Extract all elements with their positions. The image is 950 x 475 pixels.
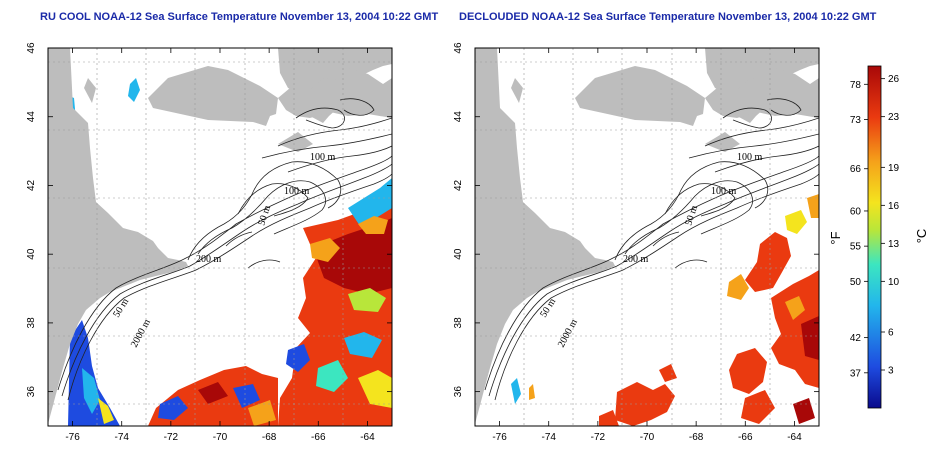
lat-tick-label: 44 xyxy=(26,111,37,123)
lon-tick-label: -76 xyxy=(492,432,507,443)
lon-tick-label: -70 xyxy=(213,432,228,443)
left-contour-label: 100 m xyxy=(284,186,310,197)
lon-tick-label: -74 xyxy=(541,432,556,443)
colorbar: 26 23 19 16 13 10 6 3 78 73 66 60 55 50 42 37 °F °C xyxy=(828,65,929,409)
lon-tick-label: -64 xyxy=(360,432,375,443)
celsius-tick-label: 10 xyxy=(888,277,900,288)
lon-tick-label: -64 xyxy=(787,432,802,443)
fahrenheit-tick-label: 55 xyxy=(850,242,862,253)
left-map: 100 m 100 m 50 m 200 m 50 m 2000 m -76 -7… xyxy=(26,42,393,443)
lon-tick-label: -68 xyxy=(262,432,277,443)
fahrenheit-tick-label: 37 xyxy=(850,368,862,379)
lat-tick-label: 40 xyxy=(453,248,464,260)
lat-tick-label: 44 xyxy=(453,111,464,123)
right-map: 100 m 100 m 50 m 200 m 50 m 2000 m -76 -7… xyxy=(453,42,820,443)
right-map-title: DECLOUDED NOAA-12 Sea Surface Temperatur… xyxy=(459,11,877,23)
lon-tick-label: -66 xyxy=(311,432,326,443)
lat-tick-label: 38 xyxy=(453,317,464,329)
lon-tick-label: -72 xyxy=(164,432,179,443)
celsius-tick-label: 6 xyxy=(888,328,894,339)
lon-tick-label: -74 xyxy=(114,432,129,443)
colorbar-ticks: 26 23 19 16 13 10 6 3 78 73 66 60 55 50 42 37 xyxy=(850,74,900,379)
fahrenheit-tick-label: 42 xyxy=(850,333,862,344)
fahrenheit-label: °F xyxy=(828,231,843,244)
lat-tick-label: 46 xyxy=(453,42,464,54)
celsius-tick-label: 16 xyxy=(888,201,900,212)
left-contour-label: 200 m xyxy=(196,254,222,265)
lon-tick-label: -66 xyxy=(738,432,753,443)
right-axis-ticks: -76 -74 -72 -70 -68 -66 -64 36 38 40 42 44 46 xyxy=(453,42,819,443)
lat-tick-label: 36 xyxy=(26,386,37,398)
fahrenheit-tick-label: 50 xyxy=(850,277,862,288)
celsius-tick-label: 13 xyxy=(888,239,900,250)
celsius-label: °C xyxy=(914,229,929,244)
left-sst-data xyxy=(48,78,392,426)
right-sst-data xyxy=(481,106,819,426)
celsius-tick-label: 26 xyxy=(888,74,900,85)
lon-tick-label: -70 xyxy=(640,432,655,443)
lon-tick-label: -76 xyxy=(65,432,80,443)
lat-tick-label: 36 xyxy=(453,386,464,398)
left-axis-ticks: -76 -74 -72 -70 -68 -66 -64 36 38 40 42 44 46 xyxy=(26,42,392,443)
fahrenheit-tick-label: 73 xyxy=(850,115,862,126)
celsius-tick-label: 19 xyxy=(888,163,900,174)
left-contour-label: 100 m xyxy=(310,152,336,163)
lat-tick-label: 42 xyxy=(26,179,37,191)
right-contour-label: 100 m xyxy=(711,186,737,197)
right-contour-label: 100 m xyxy=(737,152,763,163)
lat-tick-label: 38 xyxy=(26,317,37,329)
lon-tick-label: -68 xyxy=(689,432,704,443)
fahrenheit-tick-label: 66 xyxy=(850,164,862,175)
fahrenheit-tick-label: 78 xyxy=(850,80,862,91)
celsius-tick-label: 23 xyxy=(888,112,900,123)
celsius-tick-label: 3 xyxy=(888,366,894,377)
lat-tick-label: 46 xyxy=(26,42,37,54)
lon-tick-label: -72 xyxy=(591,432,606,443)
lat-tick-label: 42 xyxy=(453,179,464,191)
right-contour-label: 200 m xyxy=(623,254,649,265)
colorbar-gradient xyxy=(867,65,882,409)
fahrenheit-tick-label: 60 xyxy=(850,206,862,217)
left-map-title: RU COOL NOAA-12 Sea Surface Temperature … xyxy=(40,11,439,23)
lat-tick-label: 40 xyxy=(26,248,37,260)
